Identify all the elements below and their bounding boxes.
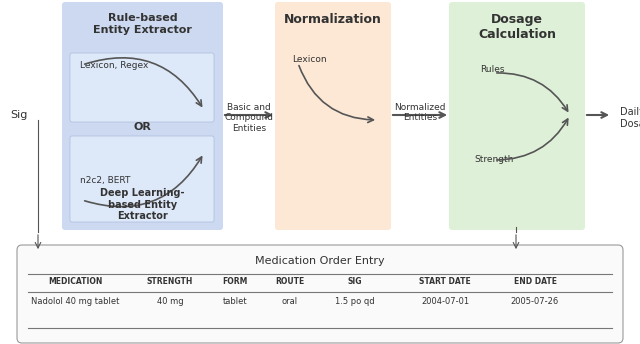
Text: n2c2, BERT: n2c2, BERT [80, 176, 131, 185]
Text: 2004-07-01: 2004-07-01 [421, 297, 469, 306]
Text: 2005-07-26: 2005-07-26 [511, 297, 559, 306]
Text: Sig: Sig [10, 110, 28, 120]
Text: STRENGTH: STRENGTH [147, 277, 193, 286]
Text: Nadolol 40 mg tablet: Nadolol 40 mg tablet [31, 297, 119, 306]
Text: Lexicon: Lexicon [292, 55, 326, 64]
Text: Dosage
Calculation: Dosage Calculation [478, 13, 556, 41]
FancyBboxPatch shape [17, 245, 623, 343]
Text: Daily
Dosage: Daily Dosage [620, 107, 640, 129]
Text: OR: OR [134, 122, 152, 132]
Text: START DATE: START DATE [419, 277, 471, 286]
FancyBboxPatch shape [70, 53, 214, 122]
Text: tablet: tablet [223, 297, 247, 306]
Text: Medication Order Entry: Medication Order Entry [255, 256, 385, 266]
Text: 40 mg: 40 mg [157, 297, 183, 306]
Text: Normalized
Entities: Normalized Entities [394, 103, 445, 122]
Text: Lexicon, Regex: Lexicon, Regex [80, 61, 148, 70]
Text: Rules: Rules [480, 65, 504, 74]
FancyBboxPatch shape [275, 2, 391, 230]
Text: ROUTE: ROUTE [275, 277, 305, 286]
Text: FORM: FORM [222, 277, 248, 286]
Text: MEDICATION: MEDICATION [48, 277, 102, 286]
Text: Strength: Strength [474, 155, 513, 164]
Text: Rule-based
Entity Extractor: Rule-based Entity Extractor [93, 13, 192, 35]
FancyBboxPatch shape [449, 2, 585, 230]
Text: 1.5 po qd: 1.5 po qd [335, 297, 375, 306]
Text: SIG: SIG [348, 277, 362, 286]
FancyBboxPatch shape [70, 136, 214, 222]
Text: oral: oral [282, 297, 298, 306]
Text: Deep Learning-
based Entity
Extractor: Deep Learning- based Entity Extractor [100, 188, 185, 221]
Text: Normalization: Normalization [284, 13, 382, 26]
Text: Basic and
Compound
Entities: Basic and Compound Entities [225, 103, 273, 133]
FancyBboxPatch shape [62, 2, 223, 230]
Text: END DATE: END DATE [513, 277, 557, 286]
